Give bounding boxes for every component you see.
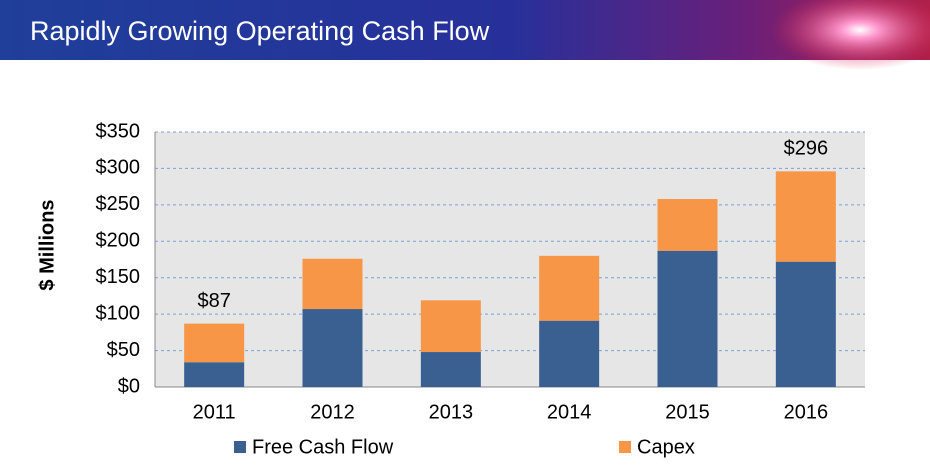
bar-segment [184, 362, 245, 387]
legend-label: Capex [637, 436, 695, 458]
bar-segment [539, 255, 600, 321]
bar-segment [420, 300, 481, 353]
y-tick-label: $100 [96, 302, 141, 324]
bar-segment [302, 309, 363, 387]
bar-segment [302, 258, 363, 310]
bar-segment [539, 320, 600, 387]
x-tick-label: 2016 [784, 401, 829, 423]
chart-title: Rapidly Growing Operating Cash Flow [30, 16, 490, 46]
bar-segment [775, 171, 836, 262]
x-tick-label: 2011 [193, 401, 236, 423]
bar-segment [184, 323, 245, 363]
bar-segment [657, 250, 718, 387]
bar-segment [420, 352, 481, 387]
legend-swatch [234, 441, 246, 453]
x-tick-label: 2015 [665, 401, 710, 423]
x-tick-label: 2014 [547, 401, 592, 423]
x-tick-label: 2013 [429, 401, 474, 423]
y-tick-label: $350 [96, 120, 141, 142]
y-tick-label: $50 [107, 339, 140, 361]
plot-area [155, 132, 865, 387]
y-tick-label: $250 [96, 193, 141, 215]
y-tick-label: $0 [118, 375, 140, 397]
bar-segment [775, 261, 836, 387]
y-tick-label: $300 [96, 157, 141, 179]
bar-segment [657, 199, 718, 251]
total-label: $296 [784, 138, 829, 160]
x-tick-label: 2012 [310, 401, 355, 423]
legend-swatch [619, 441, 631, 453]
y-axis-label: $ Millions [36, 199, 58, 290]
banner-flare [770, 0, 930, 70]
total-label: $87 [197, 290, 230, 312]
legend-label: Free Cash Flow [252, 436, 394, 458]
y-tick-label: $150 [96, 266, 141, 288]
y-tick-label: $200 [96, 230, 141, 252]
